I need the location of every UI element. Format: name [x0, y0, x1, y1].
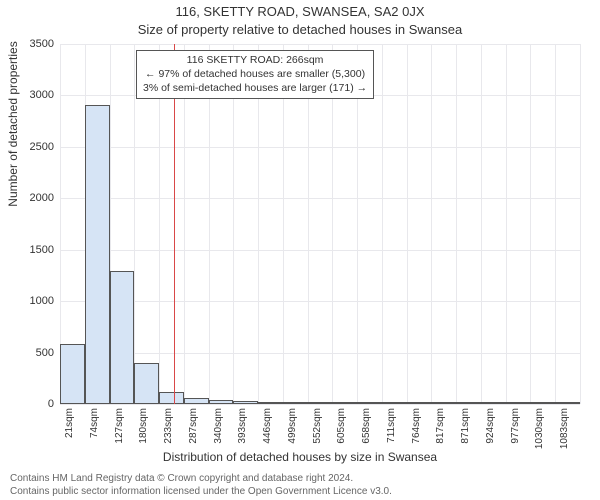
info-line-2: ← 97% of detached houses are smaller (5,… [143, 67, 367, 81]
ytick-label: 1500 [4, 244, 54, 256]
x-axis-label: Distribution of detached houses by size … [0, 450, 600, 464]
histogram-bar [159, 392, 184, 404]
plot-area: 116 SKETTY ROAD: 266sqm← 97% of detached… [60, 44, 580, 404]
ytick-label: 2500 [4, 141, 54, 153]
info-line-3: 3% of semi-detached houses are larger (1… [143, 81, 367, 95]
histogram-bar [506, 402, 531, 404]
histogram-bar [308, 402, 333, 404]
info-box: 116 SKETTY ROAD: 266sqm← 97% of detached… [136, 50, 374, 99]
gridline-h [60, 301, 580, 302]
gridline-v [481, 44, 482, 404]
ytick-label: 3500 [4, 38, 54, 50]
gridline-h [60, 404, 580, 405]
histogram-bar [555, 402, 580, 404]
histogram-bar [481, 402, 506, 404]
gridline-v [555, 44, 556, 404]
info-line-1: 116 SKETTY ROAD: 266sqm [143, 53, 367, 67]
histogram-bar [110, 271, 135, 404]
footer-attribution: Contains HM Land Registry data © Crown c… [10, 472, 590, 498]
chart-container: 116, SKETTY ROAD, SWANSEA, SA2 0JX Size … [0, 0, 600, 500]
x-axis-ticks: 21sqm74sqm127sqm180sqm233sqm287sqm340sqm… [60, 406, 580, 456]
histogram-bar [431, 402, 456, 404]
gridline-v [431, 44, 432, 404]
histogram-bar [184, 398, 209, 404]
ytick-label: 1000 [4, 295, 54, 307]
gridline-h [60, 198, 580, 199]
histogram-bar [283, 402, 308, 404]
histogram-bar [209, 400, 234, 404]
gridline-v [407, 44, 408, 404]
gridline-v [580, 44, 581, 404]
gridline-v [506, 44, 507, 404]
histogram-bar [258, 402, 283, 404]
histogram-bar [456, 402, 481, 404]
histogram-bar [382, 402, 407, 404]
histogram-bar [332, 402, 357, 404]
ytick-label: 500 [4, 347, 54, 359]
histogram-bar [85, 105, 110, 404]
gridline-v [382, 44, 383, 404]
ytick-label: 2000 [4, 192, 54, 204]
gridline-h [60, 147, 580, 148]
histogram-bar [233, 401, 258, 404]
histogram-bar [357, 402, 382, 404]
histogram-bar [60, 344, 85, 404]
ytick-label: 3000 [4, 89, 54, 101]
gridline-v [456, 44, 457, 404]
footer-line-2: Contains public sector information licen… [10, 485, 590, 498]
page-title-address: 116, SKETTY ROAD, SWANSEA, SA2 0JX [0, 4, 600, 19]
y-axis-ticks: 0500100015002000250030003500 [0, 44, 56, 404]
page-subtitle: Size of property relative to detached ho… [0, 22, 600, 37]
ytick-label: 0 [4, 398, 54, 410]
histogram-bar [134, 363, 159, 404]
gridline-h [60, 250, 580, 251]
histogram-bar [407, 402, 432, 404]
footer-line-1: Contains HM Land Registry data © Crown c… [10, 472, 590, 485]
gridline-h [60, 44, 580, 45]
gridline-h [60, 353, 580, 354]
histogram-bar [530, 402, 555, 404]
gridline-v [530, 44, 531, 404]
